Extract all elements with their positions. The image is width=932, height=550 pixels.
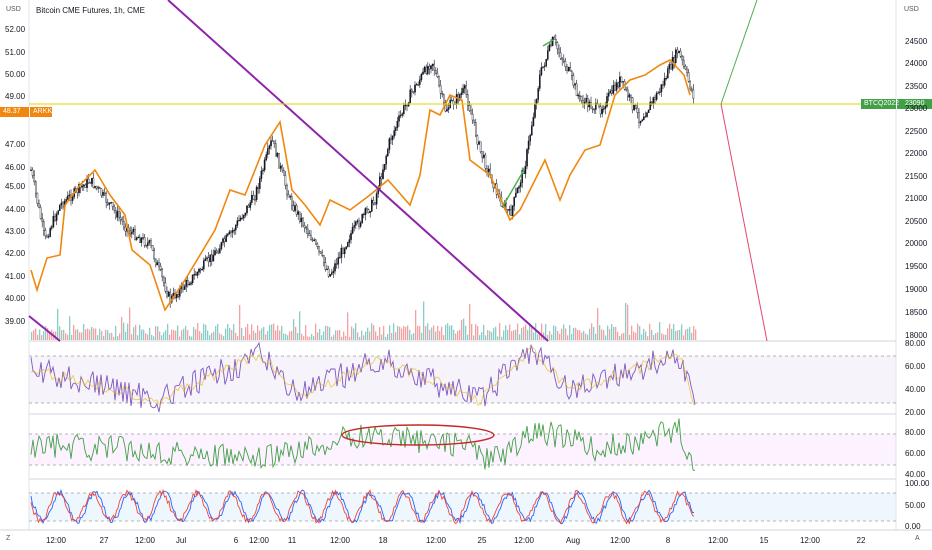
time-tick: 12:00 bbox=[134, 536, 156, 545]
time-tick: 11 bbox=[287, 536, 297, 545]
right-price-tick: 18000 bbox=[905, 331, 928, 340]
left-price-tick: 41.00 bbox=[5, 272, 26, 281]
osc-tick: 60.00 bbox=[905, 449, 926, 458]
left-price-tick: 46.00 bbox=[5, 163, 26, 172]
stoch-tick: 50.00 bbox=[905, 501, 926, 510]
right-price-tick: 18500 bbox=[905, 308, 928, 317]
oscillator-line bbox=[30, 418, 696, 472]
volume-bars bbox=[31, 301, 697, 340]
left-price-tick: 42.00 bbox=[5, 249, 26, 258]
left-price-tick: 47.00 bbox=[5, 140, 26, 149]
rsi-tick: 80.00 bbox=[905, 339, 926, 348]
time-tick: 12:00 bbox=[425, 536, 447, 545]
left-price-tick: 43.00 bbox=[5, 227, 26, 236]
stoch-tick: 100.00 bbox=[905, 479, 930, 488]
time-tick: 22 bbox=[856, 536, 866, 545]
left-price-tick: 44.00 bbox=[5, 205, 26, 214]
right-price-tick: 22500 bbox=[905, 127, 928, 136]
projection-down-line[interactable] bbox=[720, 103, 768, 342]
left-price-tick: 39.00 bbox=[5, 317, 26, 326]
rsi-tick: 20.00 bbox=[905, 408, 926, 417]
right-price-tick: 24000 bbox=[905, 59, 928, 68]
left-currency-label: USD bbox=[6, 6, 21, 13]
price-candles bbox=[30, 34, 695, 308]
highlight-ellipse[interactable] bbox=[341, 424, 495, 446]
time-tick: Aug bbox=[565, 536, 581, 545]
right-price-tick: 22000 bbox=[905, 149, 928, 158]
osc-tick: 80.00 bbox=[905, 428, 926, 437]
osc-band bbox=[29, 434, 896, 465]
time-tick: 6 bbox=[233, 536, 239, 545]
auto-scale-toggle[interactable]: A bbox=[915, 535, 920, 542]
time-tick: Jul bbox=[175, 536, 187, 545]
osc-levels bbox=[29, 433, 896, 466]
left-price-tick: 51.00 bbox=[5, 48, 26, 57]
arkk-symbol-tag bbox=[30, 107, 52, 117]
purple-trendline[interactable] bbox=[167, 0, 549, 342]
time-tick: 27 bbox=[99, 536, 109, 545]
btc-price-tag bbox=[897, 99, 932, 109]
time-tick: 18 bbox=[378, 536, 388, 545]
rsi-tick: 60.00 bbox=[905, 362, 926, 371]
btc-symbol-label: BTCQ2022 bbox=[864, 100, 900, 107]
right-price-tick: 19500 bbox=[905, 262, 928, 271]
green-highlight bbox=[542, 39, 554, 47]
time-tick: 12:00 bbox=[248, 536, 270, 545]
time-tick: 12:00 bbox=[609, 536, 631, 545]
purple-trendline-short[interactable] bbox=[28, 315, 61, 342]
projection-up-line[interactable] bbox=[720, 0, 758, 105]
time-tick: 12:00 bbox=[45, 536, 67, 545]
rsi-tick: 40.00 bbox=[905, 385, 926, 394]
time-tick: 8 bbox=[665, 536, 671, 545]
osc-tick: 40.00 bbox=[905, 470, 926, 479]
arkk-price-label: 48.37 bbox=[3, 108, 21, 115]
left-price-tick: 50.00 bbox=[5, 70, 26, 79]
left-price-tick: 45.00 bbox=[5, 182, 26, 191]
stoch-levels bbox=[29, 492, 896, 522]
arkk-symbol-label: ARKK bbox=[33, 108, 53, 115]
green-highlight bbox=[502, 169, 525, 207]
btc-price-label: 23090 bbox=[905, 100, 925, 107]
rsi-signal-line bbox=[30, 346, 695, 407]
arkk-line bbox=[30, 59, 691, 312]
time-tick: 12:00 bbox=[329, 536, 351, 545]
stoch-d-line bbox=[30, 488, 695, 525]
left-price-tick: 40.00 bbox=[5, 294, 26, 303]
right-price-tick: 21000 bbox=[905, 194, 928, 203]
right-price-tick: 19000 bbox=[905, 285, 928, 294]
time-tick: 15 bbox=[759, 536, 769, 545]
right-price-tick: 21500 bbox=[905, 172, 928, 181]
stoch-tick: 0.00 bbox=[905, 522, 921, 531]
time-tick: 12:00 bbox=[513, 536, 535, 545]
right-price-tick: 23000 bbox=[905, 104, 928, 113]
timezone-toggle[interactable]: Z bbox=[6, 535, 11, 542]
right-price-tick: 23500 bbox=[905, 82, 928, 91]
time-tick: 12:00 bbox=[799, 536, 821, 545]
right-price-tick: 20000 bbox=[905, 239, 928, 248]
arkk-price-tag bbox=[0, 107, 29, 117]
right-price-tick: 24500 bbox=[905, 37, 928, 46]
right-currency-label: USD bbox=[904, 6, 919, 13]
left-price-tick: 49.00 bbox=[5, 92, 26, 101]
time-tick: 25 bbox=[477, 536, 487, 545]
chart-title: Bitcoin CME Futures, 1h, CME bbox=[36, 6, 145, 15]
right-price-tick: 20500 bbox=[905, 217, 928, 226]
left-price-tick: 52.00 bbox=[5, 25, 26, 34]
time-tick: 12:00 bbox=[707, 536, 729, 545]
stoch-k-line bbox=[30, 489, 695, 525]
btc-symbol-tag bbox=[861, 99, 896, 109]
